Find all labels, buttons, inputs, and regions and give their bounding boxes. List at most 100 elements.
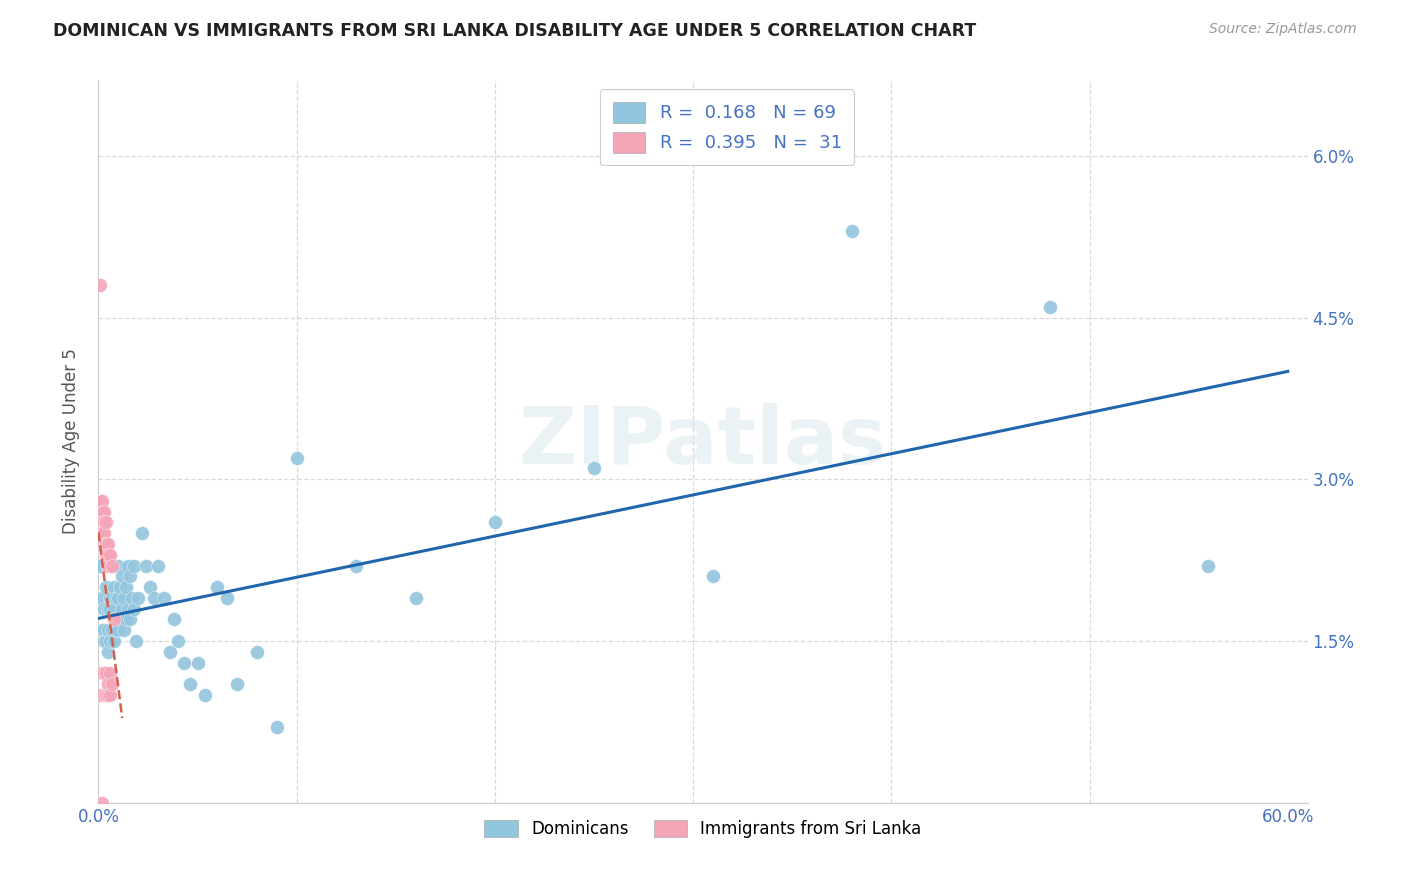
Point xyxy=(285,450,308,465)
Point xyxy=(96,537,118,551)
Point xyxy=(405,591,427,605)
Point xyxy=(120,612,142,626)
Point xyxy=(841,224,863,238)
Point xyxy=(89,688,111,702)
Text: DOMINICAN VS IMMIGRANTS FROM SRI LANKA DISABILITY AGE UNDER 5 CORRELATION CHART: DOMINICAN VS IMMIGRANTS FROM SRI LANKA D… xyxy=(53,22,977,40)
Point xyxy=(120,569,142,583)
Point xyxy=(89,558,111,573)
Point xyxy=(93,505,115,519)
Point xyxy=(179,677,201,691)
Point xyxy=(91,666,114,681)
Point xyxy=(101,558,124,573)
Point xyxy=(96,688,118,702)
Point xyxy=(117,601,139,615)
Legend: Dominicans, Immigrants from Sri Lanka: Dominicans, Immigrants from Sri Lanka xyxy=(478,814,928,845)
Point xyxy=(91,591,114,605)
Point xyxy=(101,558,124,573)
Point xyxy=(97,537,120,551)
Point xyxy=(1039,300,1062,314)
Point xyxy=(107,558,129,573)
Point xyxy=(702,569,724,583)
Point xyxy=(91,505,114,519)
Point xyxy=(127,591,149,605)
Point xyxy=(93,624,115,638)
Point xyxy=(122,601,145,615)
Point xyxy=(103,634,125,648)
Point xyxy=(112,591,135,605)
Point xyxy=(93,601,115,615)
Point xyxy=(103,601,125,615)
Point xyxy=(344,558,367,573)
Point xyxy=(98,548,121,562)
Point xyxy=(226,677,249,691)
Point xyxy=(117,558,139,573)
Point xyxy=(91,516,114,530)
Point xyxy=(98,634,121,648)
Point xyxy=(91,526,114,541)
Point xyxy=(163,612,186,626)
Point xyxy=(96,666,118,681)
Point xyxy=(93,537,115,551)
Point xyxy=(153,591,176,605)
Point xyxy=(93,526,115,541)
Point xyxy=(186,656,208,670)
Point xyxy=(194,688,217,702)
Point xyxy=(98,591,121,605)
Point xyxy=(105,591,128,605)
Point xyxy=(89,278,111,293)
Point xyxy=(142,591,165,605)
Point xyxy=(484,516,506,530)
Point xyxy=(266,720,288,734)
Point xyxy=(166,634,188,648)
Point xyxy=(111,569,134,583)
Point xyxy=(159,645,181,659)
Point xyxy=(91,493,114,508)
Point xyxy=(89,493,111,508)
Point xyxy=(107,624,129,638)
Point xyxy=(97,688,120,702)
Point xyxy=(131,526,153,541)
Point xyxy=(101,624,124,638)
Point xyxy=(97,624,120,638)
Point xyxy=(122,558,145,573)
Point xyxy=(173,656,195,670)
Point xyxy=(97,677,120,691)
Point xyxy=(146,558,169,573)
Point xyxy=(93,634,115,648)
Y-axis label: Disability Age Under 5: Disability Age Under 5 xyxy=(62,349,80,534)
Point xyxy=(110,580,132,594)
Point xyxy=(91,624,114,638)
Point xyxy=(93,688,115,702)
Point xyxy=(246,645,269,659)
Point xyxy=(125,634,148,648)
Point xyxy=(101,591,124,605)
Point xyxy=(107,591,129,605)
Point xyxy=(121,591,143,605)
Point xyxy=(135,558,157,573)
Point xyxy=(98,601,121,615)
Point xyxy=(103,612,125,626)
Point xyxy=(101,677,124,691)
Point xyxy=(110,612,132,626)
Point xyxy=(115,580,138,594)
Point xyxy=(207,580,229,594)
Point xyxy=(96,580,118,594)
Point xyxy=(93,666,115,681)
Point xyxy=(91,796,114,810)
Point xyxy=(115,612,138,626)
Point xyxy=(111,601,134,615)
Point xyxy=(112,624,135,638)
Point xyxy=(105,624,128,638)
Point xyxy=(103,580,125,594)
Text: Source: ZipAtlas.com: Source: ZipAtlas.com xyxy=(1209,22,1357,37)
Point xyxy=(96,634,118,648)
Point xyxy=(97,645,120,659)
Point xyxy=(98,688,121,702)
Point xyxy=(93,516,115,530)
Text: ZIPatlas: ZIPatlas xyxy=(519,402,887,481)
Point xyxy=(96,516,118,530)
Point xyxy=(98,666,121,681)
Point xyxy=(1198,558,1220,573)
Point xyxy=(96,548,118,562)
Point xyxy=(97,558,120,573)
